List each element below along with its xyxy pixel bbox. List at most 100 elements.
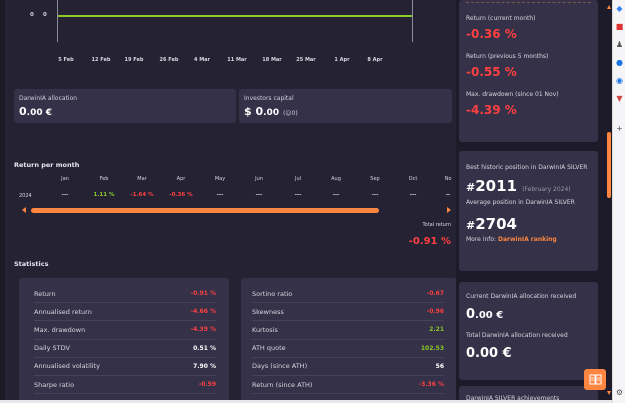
- statistics-title: Statistics: [14, 260, 49, 268]
- allocation-received-card: Current DarwinIA allocation received 0.0…: [459, 282, 598, 380]
- outlook-icon[interactable]: ◉: [616, 76, 623, 85]
- month-header: Jul: [294, 176, 302, 182]
- current-month-value: -0.36 %: [466, 27, 517, 41]
- current-month-label: Return (current month): [466, 15, 536, 22]
- stat-name: Return: [34, 289, 56, 298]
- month-return-value: ---: [409, 192, 417, 198]
- month-header: Jan: [61, 176, 69, 182]
- investors-count: (☺0): [282, 110, 298, 117]
- stat-value: -4.66 %: [190, 308, 216, 316]
- stat-row: Daily STDV 0.51 %: [34, 340, 216, 358]
- person-icon[interactable]: ♟: [615, 40, 624, 49]
- darwinia-ranking-link[interactable]: DarwinIA ranking: [497, 236, 557, 243]
- y-axis-label: 0: [30, 12, 34, 18]
- toolbox-icon[interactable]: ■: [615, 22, 624, 31]
- allocation-value: 0.00 €: [19, 105, 52, 118]
- total-return-label: Total return: [422, 222, 451, 228]
- stat-row: Annualised volatility 7.90 %: [34, 358, 216, 376]
- investors-capital-card: Investors capital $ 0.00 (☺0): [239, 89, 452, 123]
- settings-icon[interactable]: ⚙: [615, 388, 624, 397]
- ranking-card: Best historic position in DarwinIA SILVE…: [459, 151, 598, 271]
- left-edge: [0, 0, 5, 403]
- x-axis-tick-label: 11 Mar: [227, 57, 247, 63]
- month-return-value: -1.64 %: [130, 192, 154, 198]
- guide-button[interactable]: [584, 369, 606, 390]
- stat-name: Sharpe ratio: [34, 380, 75, 389]
- stat-value: -0.67: [426, 290, 444, 298]
- stat-row: Annualised return -4.66 %: [34, 303, 216, 322]
- vertical-scrollbar[interactable]: [606, 0, 612, 400]
- month-return-value: --: [445, 192, 451, 198]
- allocation-label: DarwinIA allocation: [19, 95, 78, 102]
- month-header: Jun: [255, 176, 263, 182]
- statistics-right-card: Sortino ratio -0.67 Skewness -0.96 Kurtosis 2…: [241, 278, 457, 403]
- more-info: More info: DarwinIA ranking: [466, 236, 557, 243]
- stat-value: -0.91 %: [190, 290, 216, 298]
- x-axis-tick-label: 5 Feb: [58, 57, 74, 63]
- games-icon[interactable]: ▼: [616, 94, 623, 103]
- month-return-value: -0.36 %: [169, 192, 193, 198]
- horizontal-scrollbar[interactable]: [31, 208, 379, 213]
- investors-label: Investors capital: [244, 95, 294, 102]
- current-allocation-value: 0.00 €: [466, 307, 504, 322]
- stat-row: Return (since ATH) -3.36 %: [252, 376, 444, 395]
- max-drawdown-value: -4.39 %: [466, 103, 517, 117]
- return-per-month-title: Return per month: [14, 161, 80, 169]
- month-header: Feb: [99, 176, 109, 182]
- scroll-up-arrow[interactable]: [607, 5, 611, 9]
- stat-name: Daily STDV: [34, 344, 70, 353]
- month-return-value: ---: [332, 192, 340, 198]
- x-axis-tick-label: 19 Feb: [124, 57, 144, 63]
- performance-chart: 0 0 5 Feb 12 Feb 19 Feb 26 Feb 4 Mar 11 Mar 18…: [5, 0, 456, 78]
- scrollbar-thumb[interactable]: [607, 132, 611, 198]
- x-axis-tick-label: 8 Apr: [367, 57, 383, 63]
- x-axis-tick-label: 4 Mar: [193, 57, 211, 63]
- copilot-icon[interactable]: ●: [616, 58, 623, 67]
- user-icon: ☺: [285, 110, 292, 117]
- total-allocation-value: 0.00 €: [466, 346, 512, 361]
- best-position-value: #2011 (February 2024): [466, 177, 571, 195]
- month-return-value: 1.11 %: [93, 192, 115, 198]
- year-label: 2024: [19, 193, 32, 199]
- y-axis-label: 0: [43, 12, 47, 18]
- extension-icon[interactable]: ◆: [616, 4, 623, 13]
- achievements-title: DarwinIA SILVER achievements: [466, 395, 560, 402]
- x-axis-tick-label: 18 Mar: [262, 57, 282, 63]
- stat-row: Kurtosis 2.21: [252, 321, 444, 340]
- stat-name: Sortino ratio: [252, 289, 293, 298]
- stat-name: Max. drawdown: [34, 325, 86, 334]
- statistics-left-card: Return -0.91 % Annualised return -4.66 % Max…: [19, 278, 229, 403]
- month-header: May: [214, 176, 226, 182]
- prev5-value: -0.55 %: [466, 65, 517, 79]
- add-icon[interactable]: +: [616, 124, 623, 133]
- stat-name: Skewness: [252, 307, 284, 316]
- stat-name: ATH quote: [252, 344, 286, 353]
- stat-value: 0.51 %: [193, 344, 216, 352]
- stat-row: Skewness -0.96: [252, 303, 444, 322]
- stat-row: Max. drawdown -4.39 %: [34, 321, 216, 340]
- x-axis-tick-label: 1 Apr: [334, 57, 350, 63]
- x-axis-tick-label: 25 Mar: [296, 57, 316, 63]
- max-drawdown-label: Max. drawdown (since 01 Nov): [466, 91, 559, 98]
- total-return-value: -0.91 %: [408, 236, 451, 247]
- month-header: Oct: [408, 176, 418, 182]
- scroll-right-arrow[interactable]: [447, 207, 451, 213]
- stat-value: -0.59: [198, 381, 216, 389]
- stat-name: Return (since ATH): [252, 380, 313, 389]
- average-position-label: Average position in DarwinIA SILVER: [466, 199, 575, 206]
- stat-value: -3.36 %: [418, 381, 444, 389]
- average-position-value: #2704: [466, 215, 517, 233]
- month-return-value: ---: [216, 192, 224, 198]
- chart-axis-left: [57, 0, 58, 42]
- month-header: No: [444, 176, 452, 182]
- scroll-left-arrow[interactable]: [22, 207, 26, 213]
- month-header: Apr: [176, 176, 186, 182]
- month-header: Aug: [331, 176, 341, 182]
- darwinia-allocation-card: DarwinIA allocation 0.00 €: [14, 89, 236, 123]
- month-header: Sep: [370, 176, 380, 182]
- total-allocation-label: Total DarwinIA allocation received: [466, 332, 568, 339]
- stat-row: Days (since ATH) 56: [252, 358, 444, 376]
- stat-row: Return -0.91 %: [34, 285, 216, 304]
- x-axis-tick-label: 12 Feb: [91, 57, 111, 63]
- scroll-down-arrow[interactable]: [607, 391, 611, 395]
